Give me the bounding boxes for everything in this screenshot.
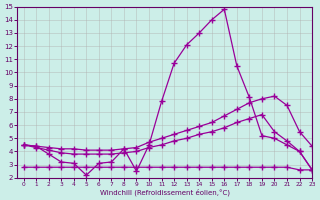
X-axis label: Windchill (Refroidissement éolien,°C): Windchill (Refroidissement éolien,°C) [100, 188, 230, 196]
